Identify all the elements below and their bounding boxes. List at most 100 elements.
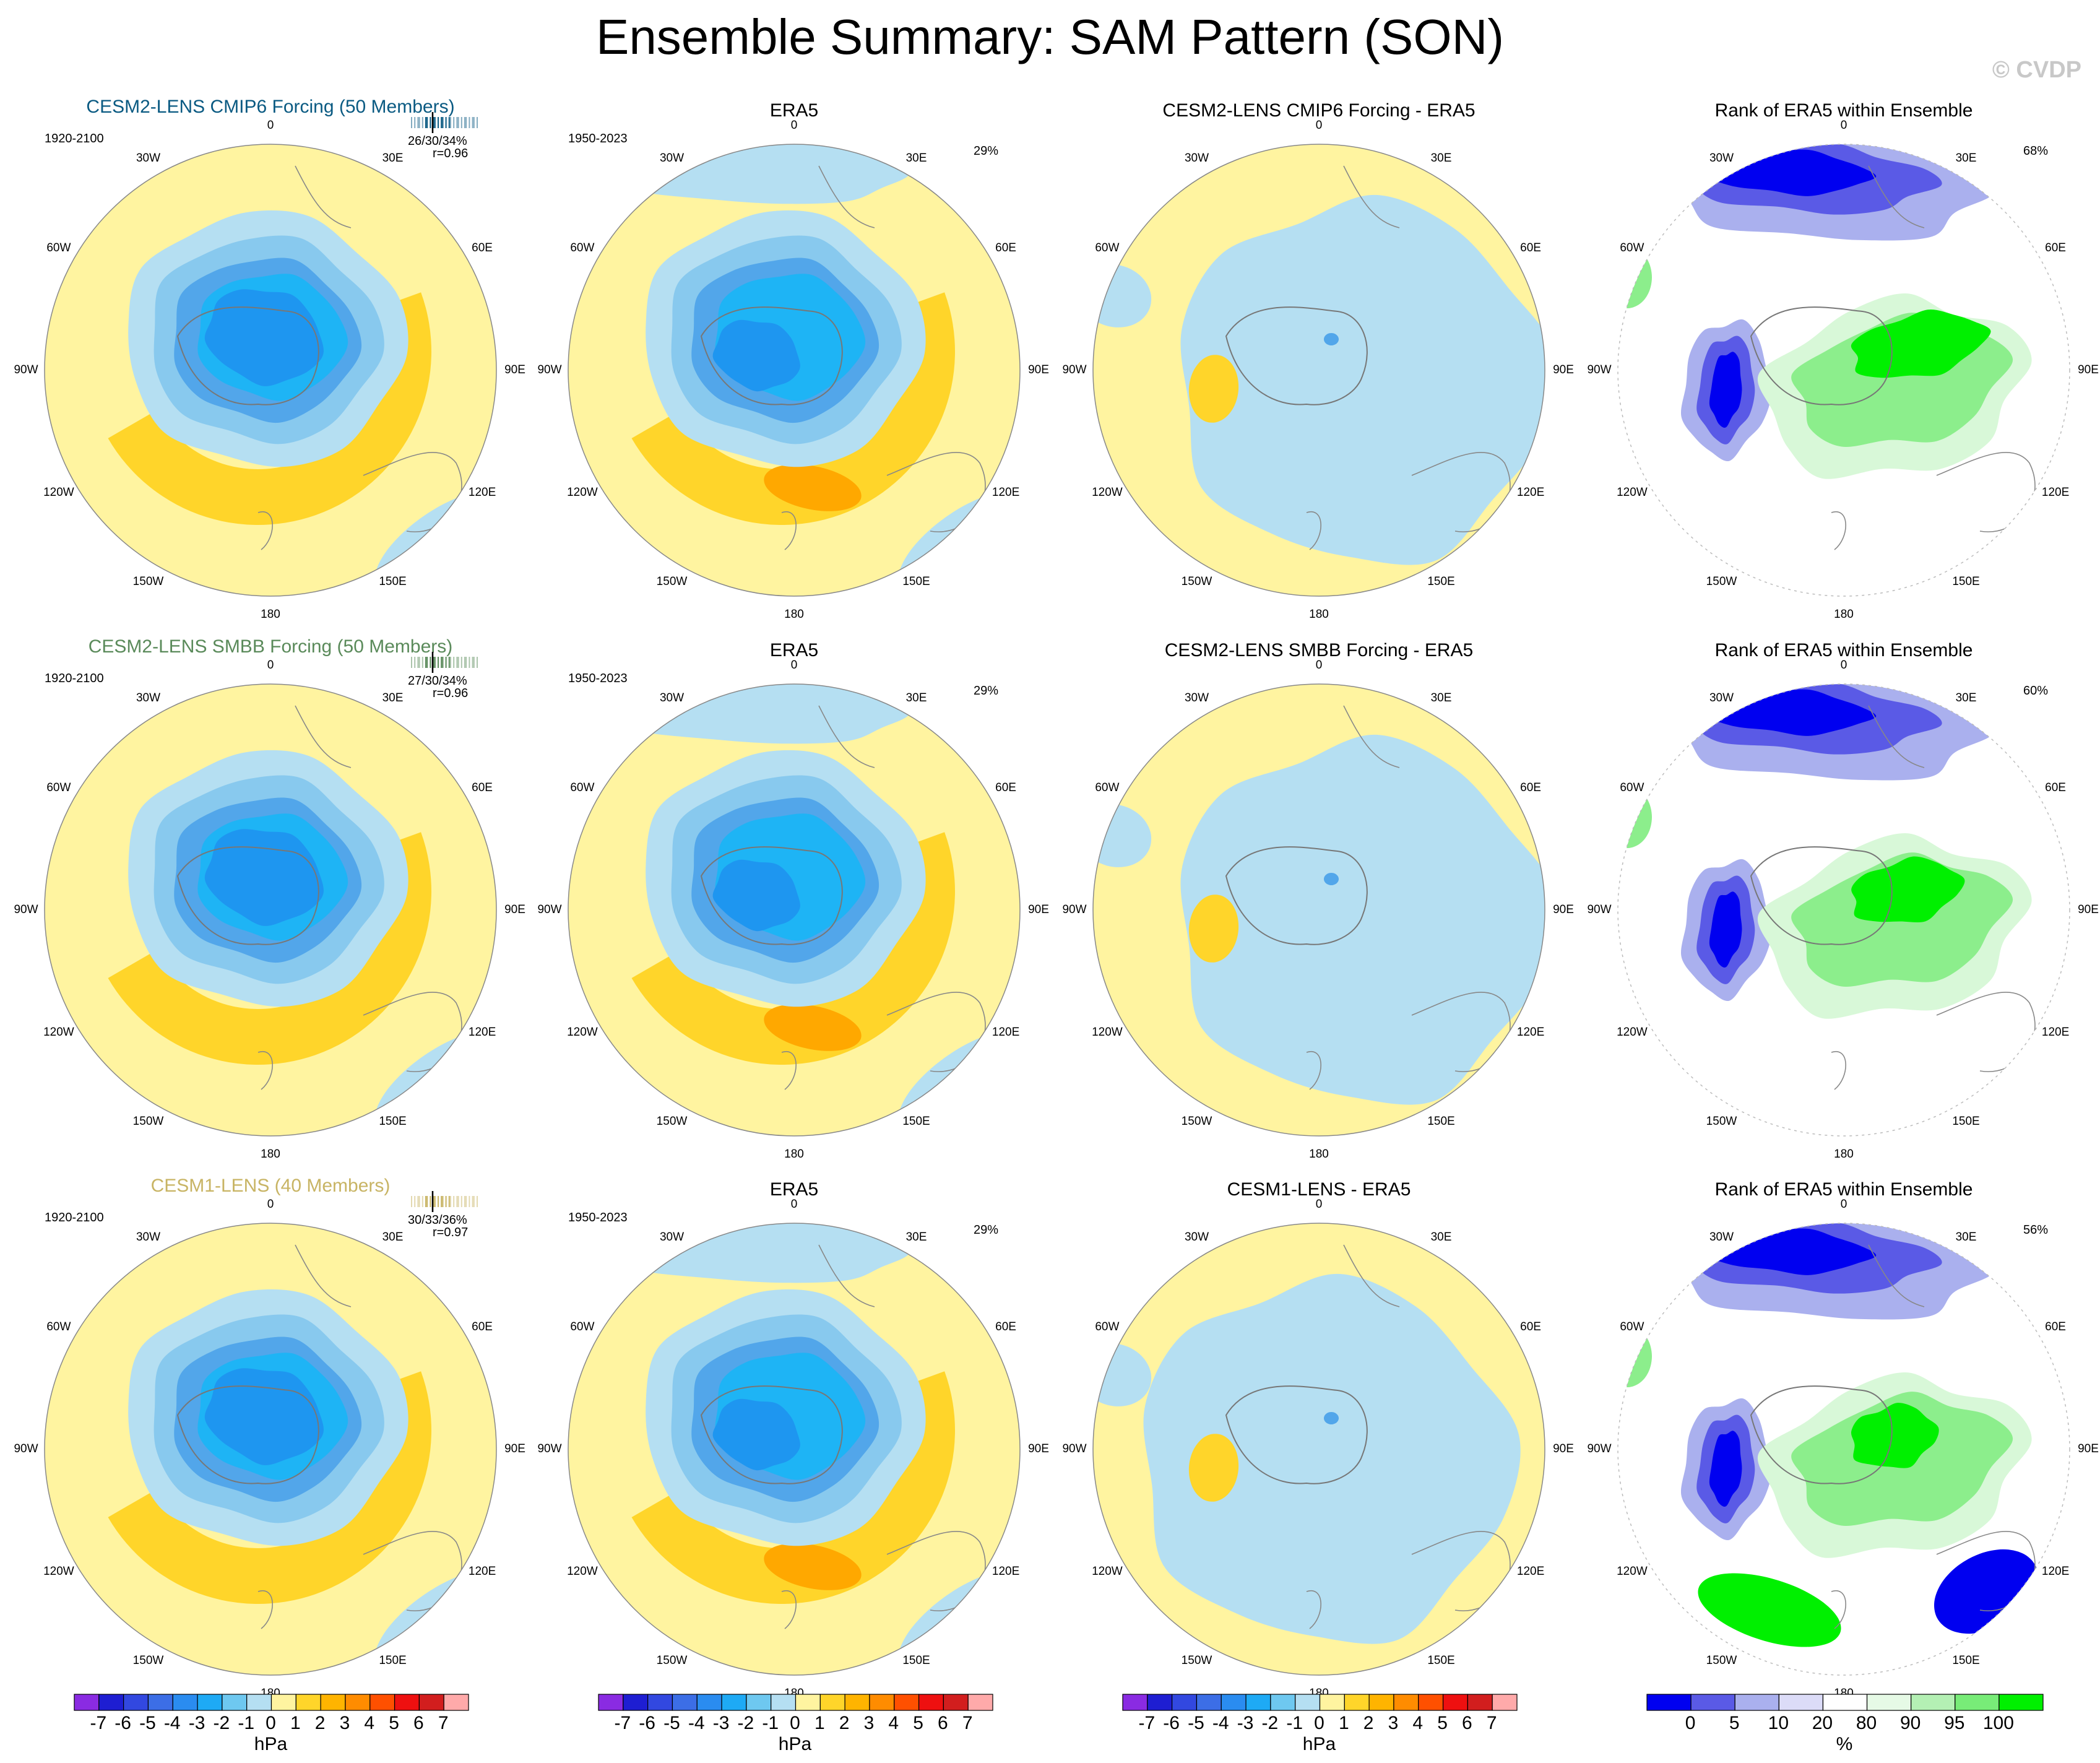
lon-label-r3c2-9: 90W: [537, 1442, 562, 1455]
colorbar-1-tick: -1: [238, 1713, 255, 1733]
colorbar-4-unit: %: [1836, 1734, 1853, 1754]
lon-label-r1c2-3: 90E: [1028, 363, 1049, 376]
colorbar-3-tick: -1: [1286, 1713, 1303, 1733]
lon-label-r2c1-5: 150E: [379, 1115, 407, 1128]
colorbar-1: [74, 1694, 469, 1711]
panel-r2-era5-title: ERA5: [769, 640, 819, 661]
panel-r3-diff-border: [1092, 1223, 1545, 1676]
panel-r1-model-antarctica-coast: [176, 306, 319, 405]
lon-label-r1c1-6: 180: [261, 608, 280, 621]
lon-label-r1c1-7: 150W: [132, 575, 164, 589]
lon-label-r3c2-7: 150W: [656, 1654, 688, 1668]
lon-label-r1c2-8: 120W: [567, 485, 598, 499]
lon-label-r1c1-11: 30W: [136, 151, 161, 165]
lon-label-r2c3-3: 90E: [1553, 903, 1574, 916]
colorbar-3-swatch: [1221, 1694, 1247, 1711]
panel-r3-diff-antarctica-coast: [1225, 1385, 1368, 1484]
panel-r2-era5-positive-arc: [631, 832, 955, 1065]
lon-label-r1c4-8: 120W: [1617, 485, 1648, 499]
colorbar-3-tick: 4: [1412, 1713, 1424, 1733]
lon-label-r2c4-4: 120E: [2041, 1025, 2070, 1039]
lon-label-r3c3-7: 150W: [1181, 1654, 1212, 1668]
lon-label-r2c2-9: 90W: [537, 903, 562, 916]
lon-label-r3c3-4: 120E: [1516, 1564, 1545, 1578]
colorbar-1-swatch: [345, 1694, 371, 1711]
panel-r3-model-contour-5: [204, 1368, 324, 1465]
lon-label-r2c2-2: 60E: [995, 781, 1016, 794]
panel-r1-rank-map: [1617, 144, 2070, 597]
panel-r1-diff-neg-region: [1180, 194, 1545, 565]
panel-r1-rank-green-region3: [1851, 310, 1991, 378]
colorbar-2-tick: -1: [762, 1713, 779, 1733]
panel-r3-model-positive-arc: [108, 1371, 432, 1605]
lon-label-r1c2-11: 30W: [659, 151, 685, 165]
panel-r1-rank-pct: 68%: [2023, 144, 2049, 158]
colorbar-1-swatch: [147, 1694, 173, 1711]
lon-label-r1c1-10: 60W: [46, 241, 71, 254]
lon-label-r1c3-6: 180: [1309, 608, 1329, 621]
panel-r1-era5-antarctica-coast: [700, 306, 843, 405]
panel-r2-era5-neg-region-n: [584, 684, 910, 744]
lon-label-r3c4-8: 120W: [1617, 1564, 1648, 1578]
panel-r3-era5-title: ERA5: [769, 1179, 819, 1200]
colorbar-1-swatch: [197, 1694, 223, 1711]
lon-label-r3c4-7: 150W: [1706, 1654, 1737, 1668]
lon-label-r2c2-6: 180: [784, 1148, 804, 1161]
lon-label-r2c1-8: 120W: [43, 1025, 74, 1039]
panel-r1-era5-map: [568, 144, 1021, 597]
lon-label-r3c1-10: 60W: [46, 1320, 71, 1333]
panel-r2-model-title: CESM2-LENS SMBB Forcing (50 Members): [88, 636, 453, 657]
panel-r2-diff-neg-region: [1180, 734, 1545, 1105]
lon-label-r1c4-6: 180: [1834, 608, 1854, 621]
lon-label-r1c2-0: 0: [790, 119, 798, 132]
panel-r3-model-title: CESM1-LENS (40 Members): [150, 1176, 391, 1196]
colorbar-4-tick: 5: [1729, 1713, 1740, 1733]
lon-label-r2c4-0: 0: [1840, 659, 1847, 672]
lon-label-r1c4-9: 90W: [1587, 363, 1612, 376]
colorbar-4-tick: 80: [1856, 1713, 1877, 1733]
panel-r1-diff-border: [1092, 144, 1545, 597]
panel-r2-rank-title: Rank of ERA5 within Ensemble: [1714, 640, 1973, 661]
colorbar-3-swatch: [1442, 1694, 1468, 1711]
colorbar-2-tick: 5: [913, 1713, 923, 1733]
colorbar-1-tick: 5: [389, 1713, 399, 1733]
panel-r1-diff-antarctica-coast: [1225, 306, 1368, 405]
lon-label-r1c3-4: 120E: [1516, 485, 1545, 499]
lon-label-r2c3-1: 30E: [1430, 691, 1452, 704]
lon-label-r3c4-0: 0: [1840, 1198, 1847, 1211]
lon-label-r3c1-8: 120W: [43, 1564, 74, 1578]
colorbar-3: [1122, 1694, 1518, 1711]
colorbar-3-tick: -4: [1212, 1713, 1229, 1733]
panel-r3-era5-max-center: [764, 1543, 862, 1590]
colorbar-4-swatch: [1778, 1694, 1824, 1711]
lon-label-r3c2-11: 30W: [659, 1230, 685, 1244]
lon-label-r2c3-8: 120W: [1092, 1025, 1123, 1039]
panel-r2-model-positive-arc: [108, 832, 432, 1065]
lon-label-r2c4-8: 120W: [1617, 1025, 1648, 1039]
colorbar-2-tick: 6: [938, 1713, 948, 1733]
lon-label-r1c3-11: 30W: [1184, 151, 1209, 165]
lon-label-r3c1-4: 120E: [468, 1564, 496, 1578]
lon-label-r1c1-9: 90W: [14, 363, 38, 376]
colorbar-4-tick: 10: [1768, 1713, 1789, 1733]
colorbar-4-tick: 0: [1685, 1713, 1696, 1733]
panel-r2-model-spread-bar: [411, 652, 478, 673]
lon-label-r2c3-5: 150E: [1427, 1115, 1455, 1128]
colorbar-3-swatch: [1245, 1694, 1271, 1711]
lon-label-r1c3-9: 90W: [1062, 363, 1087, 376]
lon-label-r1c1-0: 0: [267, 119, 274, 132]
panel-r3-era5-neg-region-n: [584, 1223, 910, 1283]
lon-label-r2c3-2: 60E: [1520, 781, 1541, 794]
panel-r1-rank-blue-blob-w3: [1709, 352, 1742, 428]
panel-r1-era5-period: 1950-2023: [568, 132, 628, 145]
colorbar-3-swatch: [1270, 1694, 1296, 1711]
lon-label-r3c4-10: 60W: [1620, 1320, 1644, 1333]
lon-label-r3c3-11: 30W: [1184, 1230, 1209, 1244]
panel-r1-model-border: [44, 144, 497, 597]
lon-label-r1c3-2: 60E: [1520, 241, 1541, 254]
colorbar-1-swatch: [270, 1694, 296, 1711]
colorbar-4-swatch: [1998, 1694, 2044, 1711]
panel-r2-model-contour-5: [204, 829, 324, 926]
panel-r2-era5-period: 1950-2023: [568, 672, 628, 685]
colorbar-3-tick: 7: [1486, 1713, 1497, 1733]
